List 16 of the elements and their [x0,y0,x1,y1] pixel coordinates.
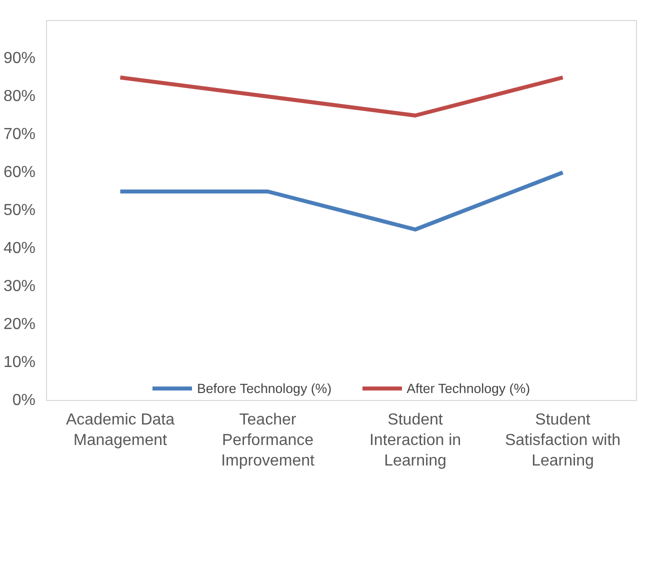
y-tick-label: 30% [3,278,36,295]
y-tick-label: 80% [3,88,36,105]
x-tick-label: Teacher Performance Improvement [221,412,315,470]
x-tick-label: Student Interaction in Learning [369,412,462,470]
legend-label: Before Technology (%) [196,380,332,396]
y-tick-label: 20% [3,316,36,333]
y-tick-label: 40% [3,240,36,257]
x-tick-label: Academic Data Management [66,412,175,449]
y-tick-label: 70% [3,126,36,143]
y-tick-label: 0% [12,392,36,409]
y-tick-label: 50% [3,202,36,219]
legend-label: After Technology (%) [406,380,530,396]
y-tick-label: 10% [3,354,36,371]
y-tick-label: 60% [3,164,36,181]
x-tick-label: Student Satisfaction with Learning [504,412,621,470]
y-tick-label: 90% [3,50,36,67]
